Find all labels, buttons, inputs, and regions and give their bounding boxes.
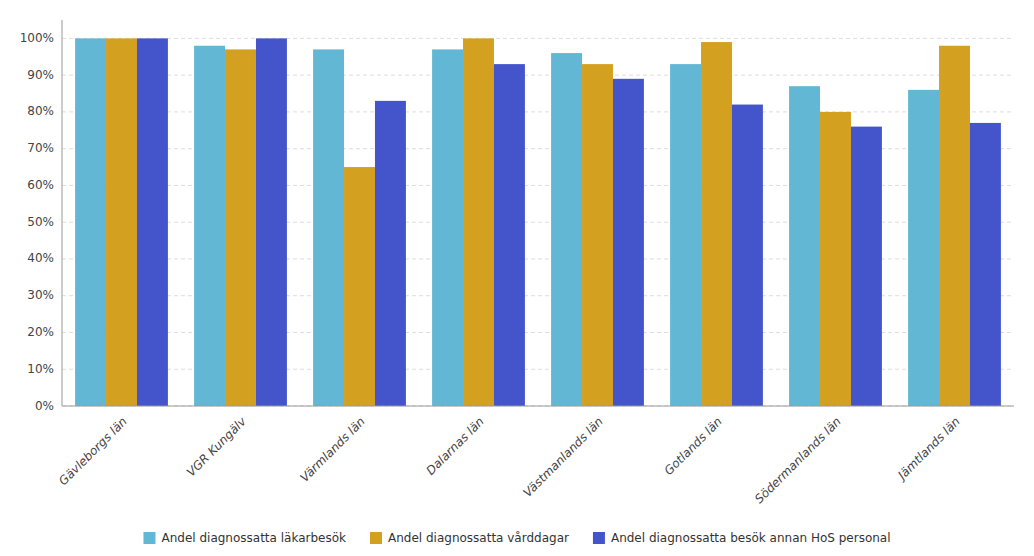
y-axis-line xyxy=(62,20,63,406)
x-tick-label: Gävleborgs län xyxy=(56,414,130,488)
bar xyxy=(789,86,820,406)
x-axis-ticks: Gävleborgs län VGR Kungälv Värmlands län Da… xyxy=(56,414,963,506)
legend-swatch xyxy=(370,532,382,544)
y-tick-label: 80% xyxy=(27,104,54,118)
legend-label: Andel diagnossatta läkarbesök xyxy=(161,531,346,545)
bar xyxy=(851,127,882,406)
bar xyxy=(194,46,225,406)
bar xyxy=(908,90,939,406)
y-tick-label: 70% xyxy=(27,141,54,155)
bar xyxy=(970,123,1001,406)
bar xyxy=(670,64,701,406)
bar xyxy=(313,49,344,406)
x-tick-label: Värmlands län xyxy=(297,414,367,484)
y-tick-label: 40% xyxy=(27,251,54,265)
bar xyxy=(701,42,732,406)
legend-item: Andel diagnossatta besök annan HoS perso… xyxy=(593,531,891,545)
bar xyxy=(432,49,463,406)
legend: Andel diagnossatta läkarbesök Andel diagn… xyxy=(143,531,890,545)
bar xyxy=(463,38,494,406)
bar xyxy=(75,38,106,406)
legend-label: Andel diagnossatta vårddagar xyxy=(388,531,569,545)
x-tick-label: Dalarnas län xyxy=(424,414,487,477)
grid-line xyxy=(62,406,1014,407)
y-axis-ticks: 0% 10% 20% 30% 40% 50% 60% 70% 80% 90% 100% xyxy=(20,31,54,413)
x-tick-label: Västmanlands län xyxy=(521,414,606,499)
x-tick-label: Jämtlands län xyxy=(894,414,963,483)
legend-swatch xyxy=(143,532,155,544)
grid-line xyxy=(62,38,1014,39)
legend-item: Andel diagnossatta läkarbesök xyxy=(143,531,346,545)
bar xyxy=(494,64,525,406)
grid xyxy=(62,38,1014,406)
y-tick-label: 20% xyxy=(27,325,54,339)
y-tick-label: 0% xyxy=(35,399,54,413)
x-axis-line xyxy=(62,406,1014,407)
bar xyxy=(375,101,406,406)
bar xyxy=(613,79,644,406)
y-tick-label: 90% xyxy=(27,68,54,82)
bar xyxy=(551,53,582,406)
y-tick-label: 30% xyxy=(27,288,54,302)
bar xyxy=(732,105,763,406)
y-tick-label: 100% xyxy=(20,31,54,45)
bar xyxy=(137,38,168,406)
bar xyxy=(820,112,851,406)
y-tick-label: 50% xyxy=(27,215,54,229)
legend-label: Andel diagnossatta besök annan HoS perso… xyxy=(611,531,891,545)
bar xyxy=(582,64,613,406)
y-tick-label: 60% xyxy=(27,178,54,192)
legend-swatch xyxy=(593,532,605,544)
bar xyxy=(106,38,137,406)
x-tick-label: Södermanlands län xyxy=(752,414,844,506)
bar xyxy=(225,49,256,406)
x-tick-label: Gotlands län xyxy=(661,414,724,477)
bar xyxy=(939,46,970,406)
bars xyxy=(75,38,1001,406)
x-tick-label: VGR Kungälv xyxy=(184,414,250,480)
legend-item: Andel diagnossatta vårddagar xyxy=(370,531,569,545)
bar xyxy=(256,38,287,406)
y-tick-label: 10% xyxy=(27,362,54,376)
chart-container: 0% 10% 20% 30% 40% 50% 60% 70% 80% 90% 100% Gävlebo… xyxy=(0,0,1034,556)
bar xyxy=(344,167,375,406)
chart-svg: 0% 10% 20% 30% 40% 50% 60% 70% 80% 90% 100% Gävlebo… xyxy=(0,0,1034,556)
